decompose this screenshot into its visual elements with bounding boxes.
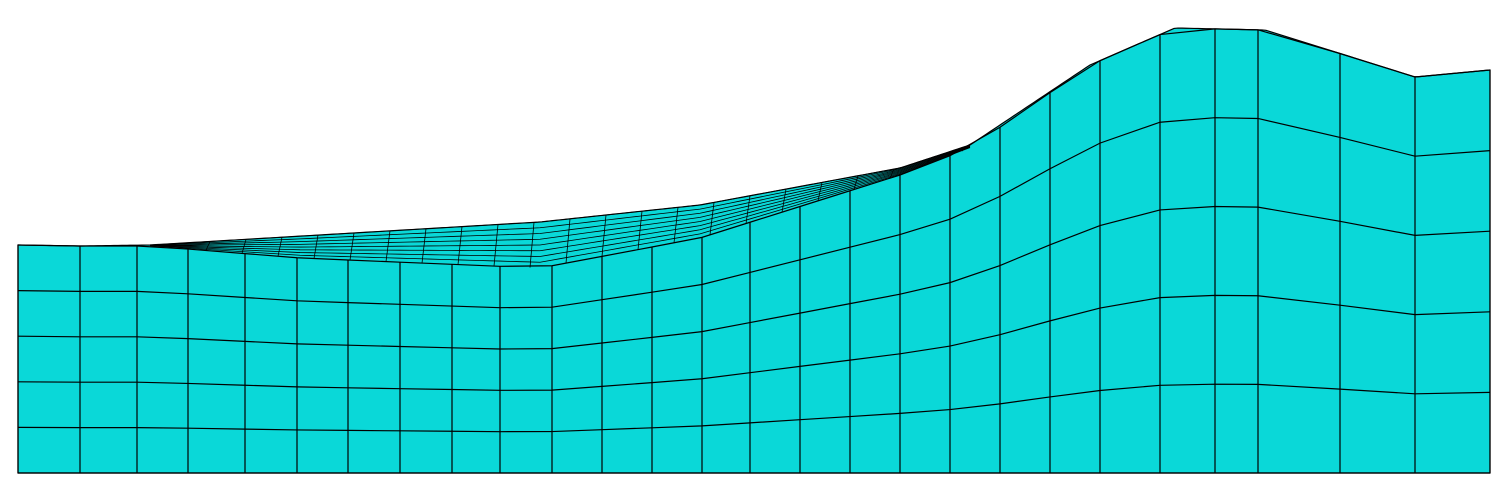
thin-layer-line [149, 145, 971, 246]
thin-layer-line [149, 145, 971, 246]
mesh-row-line [17, 205, 1491, 350]
thin-layer-line [149, 146, 971, 248]
mesh-body [17, 27, 1491, 474]
thin-layer-divider [565, 218, 571, 264]
thin-layer-divider [313, 235, 319, 259]
thin-layer-divider [277, 237, 283, 257]
thin-layer-divider [745, 195, 751, 224]
thin-layer-divider [241, 239, 247, 254]
thin-layer-line [149, 146, 971, 257]
mesh-row-line [17, 383, 1491, 433]
mesh-row-line [17, 28, 1491, 267]
thin-layer-line [149, 147, 971, 263]
thin-layer-divider [925, 157, 931, 166]
thin-layer-divider [961, 146, 967, 152]
thin-layer-line [149, 146, 971, 252]
thin-layer-divider [637, 211, 643, 250]
thin-layer-line [149, 144, 971, 246]
thin-layer-line [149, 144, 971, 246]
thin-layer-divider [601, 214, 607, 257]
thin-layer-divider [817, 182, 823, 201]
thin-layer-divider [781, 189, 787, 213]
mesh-row-line [17, 117, 1491, 309]
thin-layer-divider [493, 224, 499, 267]
thin-layer-divider [889, 168, 895, 179]
thin-layer-divider [853, 175, 859, 190]
thin-layer-divider [205, 241, 211, 251]
mesh-row-line [17, 294, 1491, 391]
thin-layer-divider [349, 232, 355, 261]
thin-layer-divider [421, 228, 427, 264]
thin-layer-divider [457, 226, 463, 265]
thin-layer-divider [385, 230, 391, 262]
thin-layer-divider [529, 222, 535, 268]
thin-layer-divider [169, 243, 175, 248]
thin-layer-divider [709, 202, 715, 235]
thin-layer-divider [673, 207, 679, 243]
